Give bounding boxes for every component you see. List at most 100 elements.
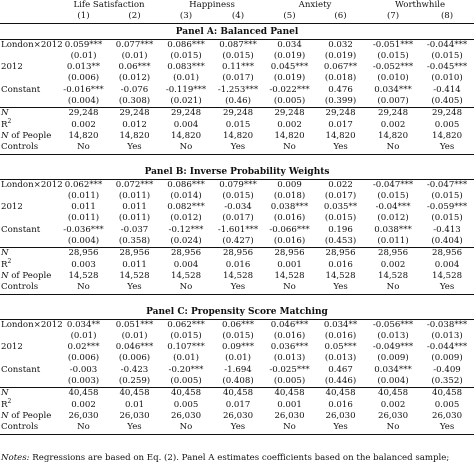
table-cell: 14,528 bbox=[274, 270, 305, 281]
statistic-row: N 40,458 40,458 40,458 40,458 40,458 40,458 40,… bbox=[0, 387, 474, 400]
table-cell: No bbox=[160, 142, 213, 155]
table-cell: 26,030 bbox=[377, 410, 409, 421]
table-cell: Yes bbox=[109, 142, 161, 155]
table-cell: 0.034*** bbox=[374, 84, 412, 95]
row-label-text: N bbox=[1, 130, 9, 141]
table-cell: -0.022*** bbox=[269, 84, 310, 95]
row-label bbox=[0, 236, 58, 248]
table-cell: (0.010) bbox=[431, 73, 463, 84]
table-cell: Yes bbox=[109, 422, 161, 435]
table-cell: No bbox=[58, 282, 109, 295]
table-cell: 0.01 bbox=[124, 399, 145, 410]
table-cell: 29,248 bbox=[160, 107, 213, 120]
statistic-row: R2 0.002 0.012 0.004 0.015 0.002 0.017 0.002 0.0… bbox=[0, 118, 474, 131]
coefficient-row: Constant -0.003 -0.423 -0.20*** -1.694 -0.025… bbox=[0, 365, 474, 376]
table-cell: (0.018) bbox=[324, 73, 357, 84]
table-cell: (0.003) bbox=[67, 376, 100, 387]
table-cell: (0.011) bbox=[377, 236, 409, 247]
table-cell: 26,030 bbox=[222, 410, 254, 421]
coefficient-row: Constant -0.036*** -0.037 -0.12*** -1.601***… bbox=[0, 225, 474, 236]
table-cell: (0.005) bbox=[273, 376, 306, 387]
table-cell: (0.013) bbox=[324, 353, 357, 364]
table-cell: 0.034*** bbox=[374, 364, 412, 375]
coefficient-row: (0.003) (0.259) (0.005) (0.408) (0.005) (0.44… bbox=[0, 376, 474, 388]
table-cell: -0.051*** bbox=[366, 38, 421, 51]
table-cell: No bbox=[264, 142, 316, 155]
table-cell: 14,528 bbox=[222, 270, 254, 281]
table-cell: -0.409 bbox=[433, 364, 461, 375]
table-cell: (0.016) bbox=[324, 330, 357, 341]
table-cell: 28,956 bbox=[366, 247, 421, 260]
panel-title-row: Panel B: Inverse Probability Weights bbox=[0, 164, 474, 180]
table-cell: (0.018) bbox=[273, 190, 306, 201]
table-cell: (0.015) bbox=[431, 50, 463, 61]
table-cell: (0.404) bbox=[431, 236, 463, 247]
table-cell: (0.408) bbox=[222, 376, 254, 387]
table-cell: (0.004) bbox=[67, 96, 100, 107]
table-cell: (0.019) bbox=[273, 73, 306, 84]
table-cell: -0.414 bbox=[433, 84, 461, 95]
table-cell: 29,248 bbox=[58, 107, 109, 120]
coefficient-row: (0.011) (0.011) (0.012) (0.017) (0.016) (0.01… bbox=[0, 213, 474, 224]
row-label: R2 bbox=[0, 258, 58, 271]
table-cell: (0.016) bbox=[273, 236, 306, 247]
panel-title: Panel C: Propensity Score Matching bbox=[146, 307, 328, 318]
table-cell: (0.01) bbox=[173, 73, 199, 84]
table-cell: 14,820 bbox=[68, 130, 99, 141]
table-cell: 0.002 bbox=[380, 399, 406, 410]
coefficient-row: London×2012 0.059*** 0.077*** 0.086*** 0.087… bbox=[0, 38, 474, 51]
table-cell: 40,458 bbox=[264, 387, 316, 400]
table-cell: 14,528 bbox=[68, 270, 99, 281]
statistic-row: Controls No Yes No Yes No Yes No Yes bbox=[0, 282, 474, 295]
table-cell: (0.015) bbox=[222, 190, 254, 201]
column-number: (6) bbox=[334, 11, 347, 22]
table-cell: 29,248 bbox=[366, 107, 421, 120]
row-label: N bbox=[0, 247, 58, 260]
table-cell: (0.010) bbox=[377, 73, 409, 84]
table-cell: 0.045*** bbox=[270, 62, 309, 73]
table-cell: 14,528 bbox=[377, 270, 409, 281]
table-cell: (0.004) bbox=[67, 236, 100, 247]
table-cell: 40,458 bbox=[420, 387, 474, 400]
column-number: (8) bbox=[440, 11, 454, 22]
table-cell: (0.013) bbox=[431, 330, 463, 341]
table-cell: 29,248 bbox=[109, 107, 161, 120]
group-header-worthwhile: Worthwhile bbox=[395, 0, 446, 10]
table-cell: -0.413 bbox=[433, 224, 461, 235]
row-label bbox=[0, 213, 58, 224]
table-cell: (0.012) bbox=[377, 213, 409, 224]
table-cell: -0.036*** bbox=[63, 224, 104, 235]
table-cell: 14,820 bbox=[377, 130, 409, 141]
table-cell: -1.601*** bbox=[217, 224, 259, 235]
table-cell: 14,528 bbox=[431, 270, 463, 281]
table-cell: (0.015) bbox=[431, 190, 463, 201]
table-cell: 0.082*** bbox=[167, 202, 205, 213]
table-cell: Yes bbox=[420, 282, 474, 295]
table-cell: (0.006) bbox=[67, 73, 100, 84]
group-header-life-satisfaction: Life Satisfaction bbox=[73, 0, 145, 10]
coefficient-row: (0.006) (0.006) (0.01) (0.01) (0.013) (0.013)… bbox=[0, 353, 474, 364]
table-cell: 0.002 bbox=[380, 259, 406, 270]
table-cell: -0.423 bbox=[120, 364, 149, 375]
table-cell: 0.016 bbox=[328, 399, 353, 410]
table-cell: No bbox=[366, 282, 421, 295]
table-cell: (0.013) bbox=[377, 330, 409, 341]
coefficient-row: (0.006) (0.012) (0.01) (0.017) (0.019) (0.018… bbox=[0, 73, 474, 84]
table-cell: No bbox=[264, 422, 316, 435]
table-cell: 0.004 bbox=[434, 259, 460, 270]
table-cell: 14,820 bbox=[274, 130, 305, 141]
table-cell: (0.017) bbox=[324, 190, 357, 201]
table-cell: 0.034 bbox=[264, 38, 316, 51]
table-cell: -0.034 bbox=[224, 202, 252, 213]
row-label: N of People bbox=[0, 131, 58, 142]
coefficient-row: 2012 0.013** 0.06*** 0.083*** 0.11*** 0.045**… bbox=[0, 62, 474, 73]
table-cell: (0.019) bbox=[324, 50, 357, 61]
table-cell: -0.12*** bbox=[168, 224, 204, 235]
table-cell: 29,248 bbox=[315, 107, 367, 120]
table-cell: (0.01) bbox=[121, 330, 148, 341]
table-cell: 0.002 bbox=[277, 119, 302, 130]
table-cell: (0.46) bbox=[225, 96, 251, 107]
table-cell: 28,956 bbox=[160, 247, 213, 260]
row-label-text: of People bbox=[8, 270, 52, 281]
table-cell: No bbox=[366, 422, 421, 435]
